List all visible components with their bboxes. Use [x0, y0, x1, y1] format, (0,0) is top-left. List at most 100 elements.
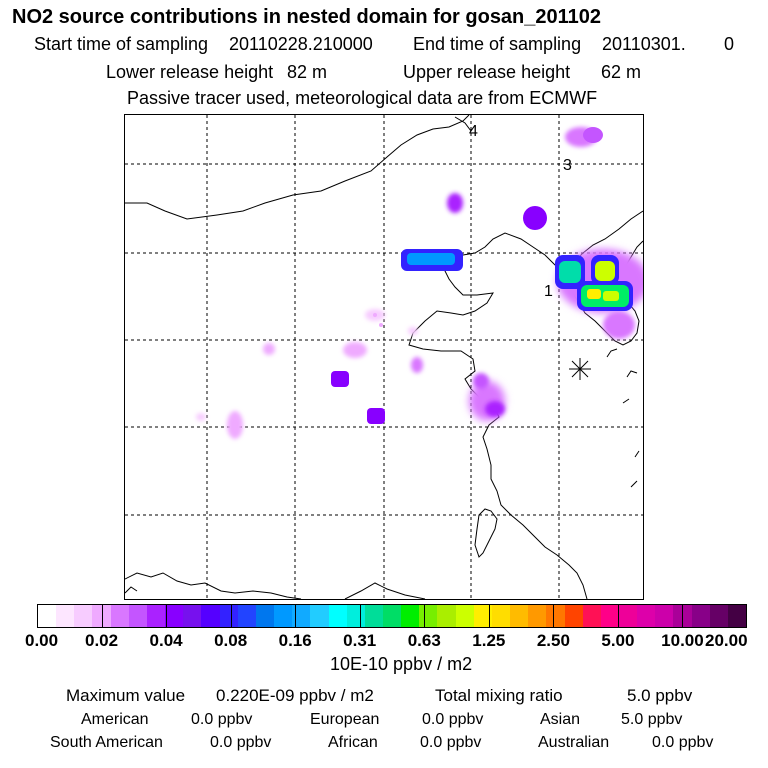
- taiwan: [474, 508, 498, 558]
- colorbar-tick-separator: [230, 605, 232, 627]
- region-name: Australian: [538, 734, 610, 751]
- total-mixing-value: 5.0 ppbv: [627, 686, 693, 705]
- colorbar-cell: [727, 605, 747, 627]
- colorbar-cell: [491, 605, 511, 627]
- colorbar-tick-separator: [101, 605, 103, 627]
- end-time-label: End time of sampling: [413, 34, 582, 54]
- plume-seoul-peak: [587, 289, 601, 299]
- colorbar-tick-label: 10.00: [661, 631, 704, 650]
- colorbar-cell: [74, 605, 93, 627]
- tracer-note: Passive tracer used, meteorological data…: [127, 88, 598, 108]
- region-value: 0.0 ppbv: [420, 734, 482, 751]
- colorbar-cell: [201, 605, 220, 627]
- colorbar-cell: [510, 605, 529, 627]
- plume-southwest: [227, 411, 243, 439]
- colorbar-tick-separator: [617, 605, 619, 627]
- region-name: European: [310, 711, 380, 728]
- colorbar-tick-separator: [166, 605, 168, 627]
- colorbar-tick-label: 0.16: [278, 631, 312, 650]
- colorbar: [37, 604, 747, 628]
- coast-south: [344, 582, 426, 599]
- marker-3-label: 3: [563, 157, 572, 174]
- colorbar-cell: [655, 605, 674, 627]
- border-north-east: [454, 116, 472, 132]
- hainan: [125, 586, 138, 594]
- colorbar-tick-separator: [488, 605, 490, 627]
- page-title: NO2 source contributions in nested domai…: [12, 6, 602, 28]
- marker-4-label: 4: [469, 123, 478, 140]
- plume-small: [196, 413, 206, 421]
- plume-manchuria-core: [583, 127, 603, 143]
- plume-korea-west-core: [559, 261, 581, 283]
- colorbar-cell: [346, 605, 365, 627]
- total-mixing-label: Total mixing ratio: [435, 686, 563, 705]
- colorbar-tick-separator: [359, 605, 361, 627]
- colorbar-cell: [546, 605, 565, 627]
- colorbar-cell: [600, 605, 619, 627]
- colorbar-tick-label: 5.00: [601, 631, 635, 650]
- colorbar-cell: [473, 605, 492, 627]
- plume-east-china: [447, 193, 463, 213]
- colorbar-tick-label: 0.63: [407, 631, 441, 650]
- bohai-coast: [408, 232, 588, 599]
- colorbar-tick-label: 2.50: [536, 631, 570, 650]
- colorbar-unit: 10E-10 ppbv / m2: [330, 654, 473, 674]
- colorbar-cell: [274, 605, 293, 627]
- plume-small: [263, 343, 275, 355]
- colorbar-tick-label: 0.04: [149, 631, 183, 650]
- region-name: South American: [50, 734, 163, 751]
- colorbar-tick-label: 0.31: [343, 631, 377, 650]
- plume-central: [367, 408, 385, 424]
- colorbar-cell: [165, 605, 184, 627]
- colorbar-cell: [38, 605, 57, 627]
- colorbar-cell: [128, 605, 147, 627]
- region-value: 0.0 ppbv: [210, 734, 272, 751]
- map-panel: 1 3 4: [124, 114, 644, 600]
- colorbar-cell: [146, 605, 166, 627]
- colorbar-cell: [255, 605, 275, 627]
- colorbar-cell: [437, 605, 456, 627]
- colorbar-cell: [455, 605, 474, 627]
- colorbar-tick-label: 20.00: [705, 631, 748, 650]
- colorbar-cell: [237, 605, 256, 627]
- colorbar-cell: [709, 605, 728, 627]
- colorbar-cell: [401, 605, 420, 627]
- start-time-label: Start time of sampling: [34, 34, 209, 54]
- japan-islands: [606, 348, 640, 488]
- colorbar-cell: [56, 605, 75, 627]
- plume-yangtze-core: [485, 401, 505, 417]
- plume-small: [408, 327, 418, 335]
- colorbar-tick-label: 0.02: [84, 631, 119, 650]
- plume-korea-northeast-core: [595, 261, 615, 281]
- map-canvas: 1 3 4: [125, 115, 643, 599]
- colorbar-cell: [183, 605, 202, 627]
- colorbar-cell: [564, 605, 583, 627]
- upper-release-value: 62 m: [601, 62, 642, 82]
- colorbar-tick-separator: [424, 605, 426, 627]
- colorbar-cell: [219, 605, 238, 627]
- colorbar-cell: [310, 605, 329, 627]
- colorbar-tick-separator: [682, 605, 684, 627]
- region-value: 0.0 ppbv: [652, 734, 714, 751]
- plume-beijing-core: [407, 253, 455, 265]
- plume-seoul-peak: [603, 291, 619, 301]
- colorbar-tick-separator: [553, 605, 555, 627]
- max-value: 0.220E-09 ppbv / m2: [216, 686, 374, 705]
- plume-yangtze-core: [473, 373, 489, 389]
- colorbar-cell: [637, 605, 656, 627]
- region-name: American: [81, 711, 149, 728]
- max-value-label: Maximum value: [66, 686, 186, 705]
- end-time-suffix: 0: [724, 34, 735, 54]
- colorbar-cell: [110, 605, 129, 627]
- marker-1-label: 1: [544, 283, 553, 300]
- receptor-asterisk-icon: [569, 358, 591, 380]
- plume-dot: [373, 313, 377, 317]
- northern-border: [125, 115, 470, 220]
- plume-small: [411, 357, 423, 373]
- start-time-value: 20110228.210000: [229, 34, 373, 54]
- region-value: 0.0 ppbv: [422, 711, 484, 728]
- plume-central: [331, 371, 349, 387]
- plume-korea-south: [603, 311, 635, 339]
- colorbar-tick-label: 0.08: [214, 631, 248, 650]
- colorbar-cell: [528, 605, 547, 627]
